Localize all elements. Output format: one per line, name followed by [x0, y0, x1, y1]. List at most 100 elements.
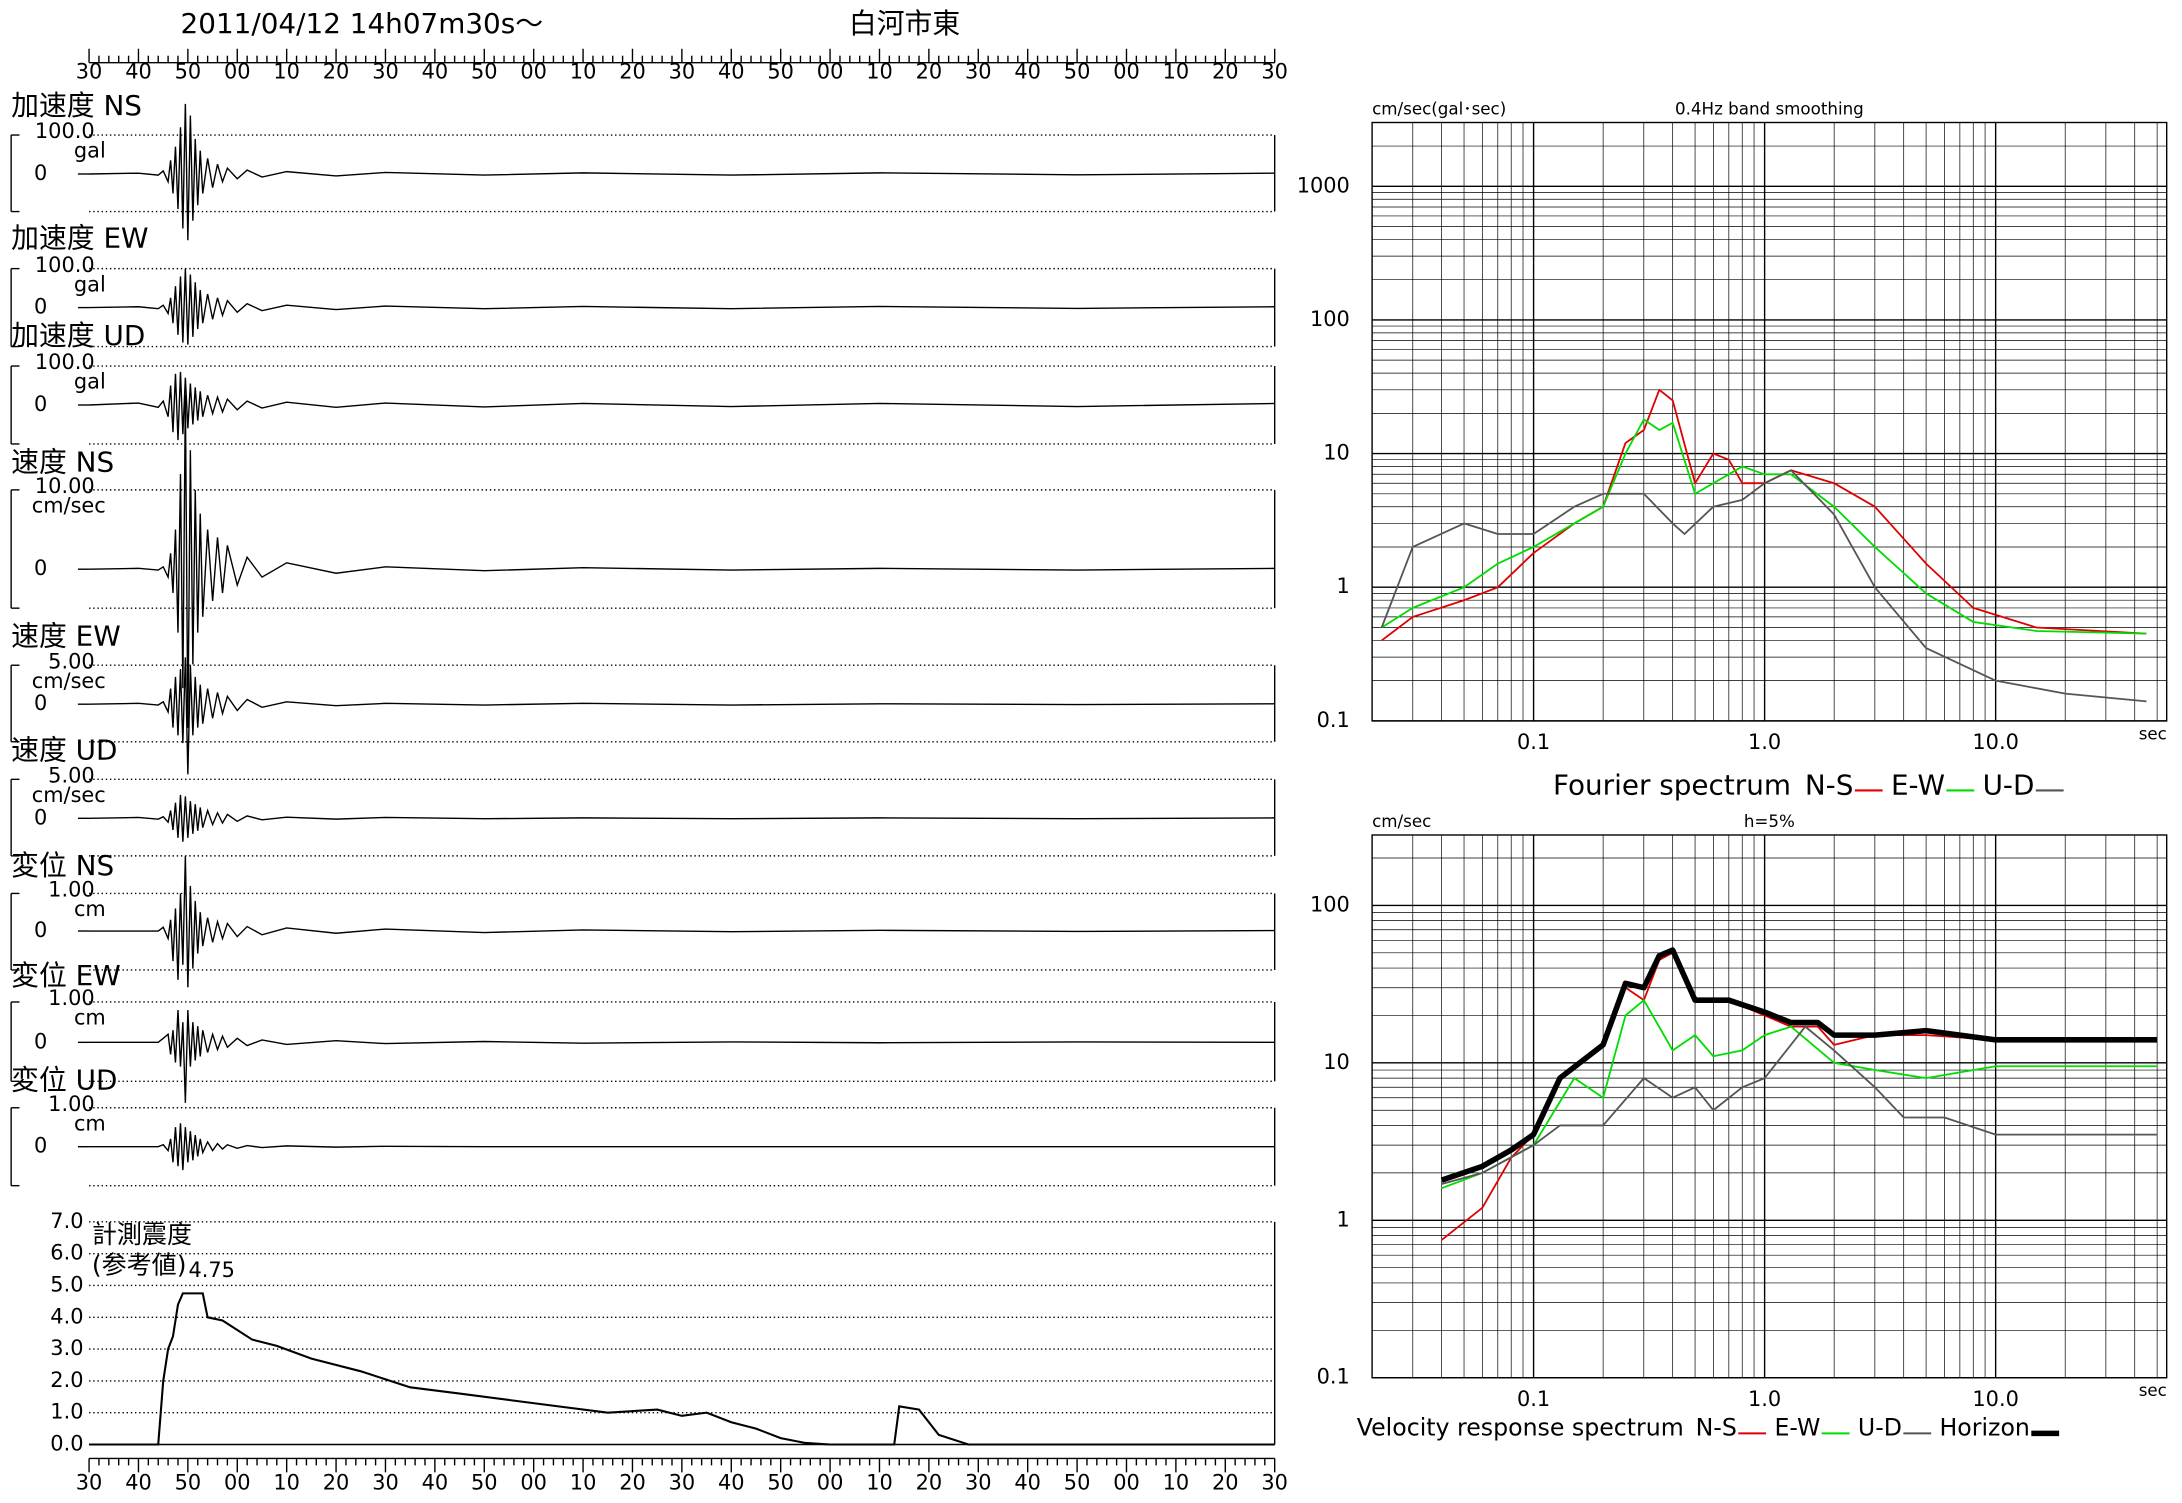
x-axis-label: sec	[2139, 1381, 2167, 1400]
x-tick-label: 40	[125, 59, 152, 83]
y-tick-label: 1.00	[48, 986, 94, 1010]
x-tick-label: 30	[1261, 59, 1288, 83]
y-tick-label: 1.00	[48, 1092, 94, 1116]
waveform-trace	[89, 394, 1275, 728]
trace-title: 変位 UD	[11, 1063, 117, 1096]
x-tick-label: 10	[866, 1470, 893, 1494]
x-tick-label: 10	[570, 1470, 597, 1494]
legend-entry: E-W	[1774, 1414, 1820, 1442]
x-tick-label: 30	[372, 59, 399, 83]
unit-label: cm/sec	[32, 669, 106, 693]
legend-entry: U-D	[1983, 768, 2035, 801]
x-axis-label: sec	[2139, 724, 2167, 743]
y-tick-label: 1.00	[48, 878, 94, 902]
spectrum-line	[1380, 469, 2147, 703]
x-tick-label: 10	[1163, 1470, 1190, 1494]
y-tick-label: 5.00	[48, 649, 94, 673]
x-tick-label: 10	[570, 59, 597, 83]
y-tick-label: 0	[34, 556, 47, 580]
legend-entry: N-S	[1696, 1414, 1737, 1442]
y-tick-label: 5.0	[50, 1272, 83, 1296]
y-tick-label: 100.0	[35, 119, 95, 143]
x-tick-label: 50	[767, 59, 794, 83]
waveform-trace	[89, 794, 1275, 842]
x-tick-label: 30	[965, 1470, 992, 1494]
waveform-trace	[89, 371, 1275, 441]
x-tick-label: 40	[1014, 1470, 1041, 1494]
x-tick-label: 10.0	[1972, 730, 2018, 754]
waveform-trace	[89, 1010, 1275, 1103]
y-tick-label: 10	[1323, 1050, 1350, 1074]
x-tick-label: 40	[422, 1470, 449, 1494]
x-tick-label: 20	[619, 1470, 646, 1494]
x-tick-label: 20	[1212, 59, 1239, 83]
x-tick-label: 20	[323, 1470, 350, 1494]
x-tick-label: 00	[520, 1470, 547, 1494]
legend-entry: N-S	[1805, 768, 1854, 801]
x-tick-label: 1.0	[1748, 1387, 1781, 1411]
x-tick-label: 50	[175, 1470, 202, 1494]
x-tick-label: 30	[669, 59, 696, 83]
x-tick-label: 50	[175, 59, 202, 83]
x-tick-label: 10	[866, 59, 893, 83]
chart-title: h=5%	[1744, 812, 1795, 831]
x-tick-label: 10	[273, 1470, 300, 1494]
x-tick-label: 50	[471, 1470, 498, 1494]
x-tick-label: 10	[273, 59, 300, 83]
waveform-trace	[89, 268, 1275, 345]
x-tick-label: 40	[1014, 59, 1041, 83]
unit-label: cm	[74, 897, 106, 921]
waveform-trace	[89, 103, 1275, 241]
x-tick-label: 40	[422, 59, 449, 83]
y-tick-label: 0	[34, 161, 47, 185]
legend-entry: U-D	[1858, 1414, 1902, 1442]
trace-title: 速度 NS	[11, 445, 114, 478]
y-tick-label: 0	[34, 805, 47, 829]
unit-label: gal	[74, 370, 106, 394]
y-tick-label: 1000	[1297, 173, 1350, 197]
spectrum-line	[1441, 999, 2158, 1190]
x-tick-label: 00	[224, 59, 251, 83]
y-tick-label: 6.0	[50, 1241, 83, 1265]
y-tick-label: 5.00	[48, 764, 94, 788]
chart-title: 0.4Hz band smoothing	[1675, 99, 1864, 118]
y-tick-label: 100.0	[35, 253, 95, 277]
trace-title: 加速度 NS	[11, 89, 142, 122]
x-tick-label: 50	[1064, 1470, 1091, 1494]
spectrum-line	[1441, 1025, 2158, 1185]
intensity-line	[89, 1292, 1275, 1446]
y-tick-label: 0	[34, 691, 47, 715]
legend-entry: Horizon	[1940, 1414, 2030, 1442]
y-tick-label: 0	[34, 918, 47, 942]
trace-title: 加速度 EW	[11, 221, 148, 254]
trace-title: 速度 EW	[11, 619, 121, 652]
waveform-trace	[89, 855, 1275, 988]
x-tick-label: 50	[471, 59, 498, 83]
y-tick-label: 0	[34, 295, 47, 319]
x-tick-label: 00	[224, 1470, 251, 1494]
unit-label: cm/sec	[32, 494, 106, 518]
x-tick-label: 00	[817, 59, 844, 83]
unit-label: cm/sec	[32, 783, 106, 807]
x-tick-label: 10	[1163, 59, 1190, 83]
header-datetime: 2011/04/12 14h07m30s〜	[181, 7, 544, 40]
trace-title: 変位 EW	[11, 959, 121, 992]
x-tick-label: 30	[76, 1470, 103, 1494]
x-tick-label: 40	[718, 59, 745, 83]
x-tick-label: 10.0	[1972, 1387, 2018, 1411]
x-tick-label: 00	[1113, 59, 1140, 83]
y-axis-label: cm/sec	[1372, 812, 1431, 831]
x-tick-label: 0.1	[1517, 730, 1550, 754]
x-tick-label: 40	[125, 1470, 152, 1494]
y-tick-label: 0.0	[50, 1432, 83, 1456]
waveform-trace	[89, 1123, 1275, 1171]
x-tick-label: 20	[619, 59, 646, 83]
chart-title: (参考値)	[92, 1250, 187, 1279]
x-tick-label: 0.1	[1517, 1387, 1550, 1411]
x-tick-label: 30	[669, 1470, 696, 1494]
y-tick-label: 0	[34, 1134, 47, 1158]
unit-label: cm	[74, 1006, 106, 1030]
spectrum-line	[1440, 947, 2158, 1183]
x-tick-label: 30	[372, 1470, 399, 1494]
